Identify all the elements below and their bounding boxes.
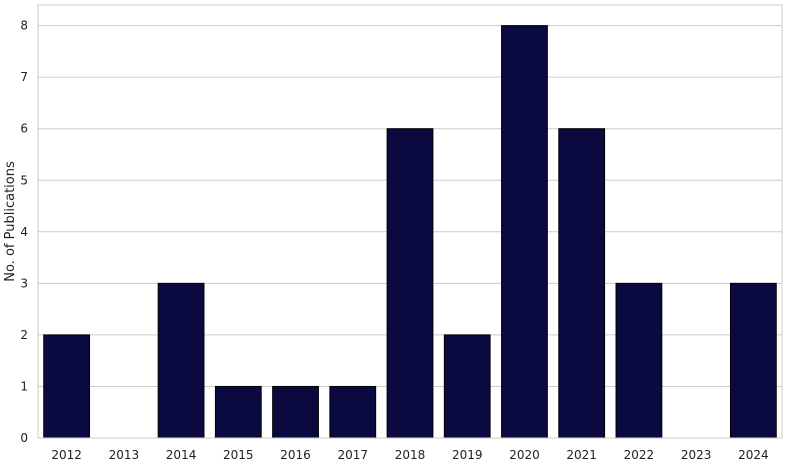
y-tick-label: 2 bbox=[20, 328, 28, 342]
x-tick-label: 2018 bbox=[395, 448, 426, 462]
x-tick-label: 2015 bbox=[223, 448, 254, 462]
x-tick-labels: 2012 2013 2014 2015 2016 2017 2018 2019 2020 2021… bbox=[51, 448, 768, 462]
y-tick-label: 1 bbox=[20, 379, 28, 393]
bar-2018 bbox=[386, 128, 434, 439]
y-tick-label: 6 bbox=[20, 122, 28, 136]
x-tick-label: 2021 bbox=[566, 448, 597, 462]
y-tick-label: 3 bbox=[20, 276, 28, 290]
bar-2021 bbox=[558, 128, 606, 439]
y-tick-label: 0 bbox=[20, 431, 28, 445]
x-tick-label: 2016 bbox=[280, 448, 311, 462]
y-tick-label: 5 bbox=[20, 173, 28, 187]
x-tick-label: 2019 bbox=[452, 448, 483, 462]
bar-2016 bbox=[272, 385, 319, 439]
y-tick-label: 7 bbox=[20, 70, 28, 84]
bar-2019 bbox=[443, 334, 491, 439]
y-axis-title: No. of Publications bbox=[3, 161, 18, 282]
bar-2012 bbox=[43, 334, 91, 439]
x-tick-label: 2020 bbox=[509, 448, 540, 462]
y-tick-label: 4 bbox=[20, 225, 28, 239]
x-tick-label: 2013 bbox=[109, 448, 140, 462]
bar-2015 bbox=[214, 385, 262, 439]
x-tick-label: 2012 bbox=[51, 448, 82, 462]
bar-2022 bbox=[615, 282, 663, 439]
x-tick-label: 2023 bbox=[681, 448, 712, 462]
bar-2014 bbox=[157, 282, 205, 439]
y-tick-label: 8 bbox=[20, 19, 28, 33]
bar-2020 bbox=[501, 25, 548, 439]
x-tick-label: 2022 bbox=[624, 448, 655, 462]
x-tick-label: 2014 bbox=[166, 448, 197, 462]
x-tick-label: 2017 bbox=[337, 448, 368, 462]
y-tick-labels: 0 1 2 3 4 5 6 7 8 bbox=[20, 19, 28, 445]
bar-2024 bbox=[729, 282, 777, 439]
bars bbox=[43, 25, 777, 439]
bar-2017 bbox=[329, 385, 377, 439]
plot-frame bbox=[37, 4, 783, 439]
x-tick-label: 2024 bbox=[738, 448, 769, 462]
